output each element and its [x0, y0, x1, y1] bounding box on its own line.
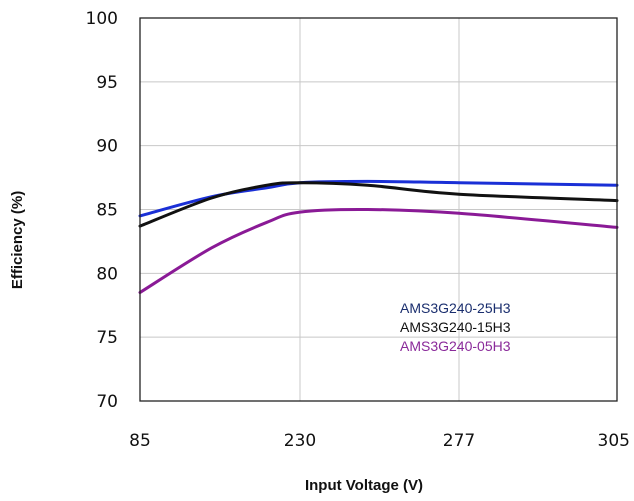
y-tick-label: 100 — [86, 9, 118, 29]
x-tick-label: 277 — [443, 431, 475, 451]
y-tick-label: 90 — [96, 137, 118, 157]
x-tick-label: 85 — [129, 431, 151, 451]
series-line — [138, 181, 619, 228]
y-axis-title: Efficiency (%) — [9, 191, 26, 289]
legend-entry: AMS3G240-05H3 — [400, 338, 511, 354]
plot-frame — [139, 17, 618, 402]
x-tick-label: 230 — [284, 431, 316, 451]
series-line — [138, 207, 619, 294]
y-tick-label: 70 — [96, 392, 118, 412]
x-tick-labels: 85 230 277 305 — [129, 431, 630, 451]
series-lines — [138, 179, 619, 294]
x-axis-title: Input Voltage (V) — [305, 477, 423, 494]
y-tick-label: 75 — [96, 328, 118, 348]
y-tick-label: 85 — [96, 201, 118, 221]
y-tick-label: 95 — [96, 73, 118, 93]
y-tick-labels: 100 95 90 85 80 75 70 — [86, 9, 118, 412]
legend-entry: AMS3G240-15H3 — [400, 319, 511, 335]
legend: AMS3G240-25H3 AMS3G240-15H3 AMS3G240-05H3 — [400, 300, 511, 354]
legend-entry: AMS3G240-25H3 — [400, 300, 511, 316]
x-tick-label: 305 — [598, 431, 630, 451]
y-tick-label: 80 — [96, 264, 118, 284]
